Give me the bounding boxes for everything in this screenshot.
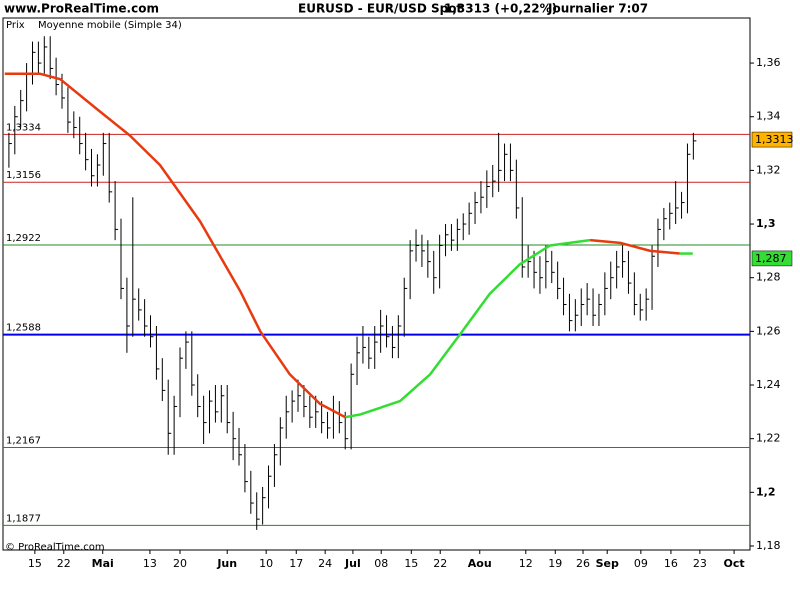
y-tick-label: 1,22 [756,432,781,445]
y-tick-label: 1,2 [756,485,776,498]
x-tick-label: 17 [289,557,303,570]
price-label: Prix [6,20,25,31]
x-tick-label: 19 [548,557,562,570]
moving-average [345,238,591,419]
quote: 1,3313 (+0,22%) [444,2,557,16]
y-tick-label: 1,3 [756,217,776,230]
x-tick-label: 13 [143,557,157,570]
level-label: 1,3334 [6,122,41,133]
legend-entry: Moyenne mobile (Simple 34) [38,20,182,31]
x-tick-label: 10 [259,557,273,570]
moving-average [589,238,680,255]
level-label: 1,1877 [6,513,41,524]
level-label: 1,2167 [6,436,41,447]
y-tick-label: 1,18 [756,539,781,552]
x-tick-label: 22 [433,557,447,570]
x-tick-label: 22 [57,557,71,570]
level-label: 1,2922 [6,233,41,244]
plot-frame [2,17,751,551]
level-label: 1,3156 [6,170,41,181]
last-price-tag-label: 1,3313 [755,133,794,146]
site: www.ProRealTime.com [4,2,159,16]
ma-price-tag [751,250,793,267]
x-tick-label: 23 [693,557,707,570]
moving-average [4,72,346,419]
period: Journalier 7:07 [547,2,648,16]
x-tick-label: 16 [664,557,678,570]
copyright: © ProRealTime.com [5,542,105,553]
last-price-tag [751,131,793,148]
x-tick-label: 26 [576,557,590,570]
x-tick-label: Sep [596,557,619,570]
x-tick-label: Mai [92,557,114,570]
x-tick-label: 09 [634,557,648,570]
x-tick-label: 15 [28,557,42,570]
x-tick-label: Jun [216,557,237,570]
y-tick-label: 1,34 [756,110,781,123]
y-tick-label: 1,26 [756,324,781,337]
ma-price-tag-label: 1,287 [755,252,787,265]
x-tick-label: 24 [318,557,332,570]
y-tick-label: 1,24 [756,378,781,391]
x-tick-label: Jul [344,557,361,570]
y-tick-label: 1,36 [756,56,781,69]
x-tick-label: 08 [374,557,388,570]
x-tick-label: Oct [723,557,744,570]
x-tick-label: Aou [468,557,492,570]
level-label: 1,2588 [6,323,41,334]
x-tick-label: 12 [519,557,533,570]
x-tick-label: 15 [404,557,418,570]
y-tick-label: 1,28 [756,271,781,284]
x-tick-label: 20 [173,557,187,570]
y-tick-label: 1,32 [756,163,781,176]
symbol: EURUSD - EUR/USD Spot [298,2,462,16]
